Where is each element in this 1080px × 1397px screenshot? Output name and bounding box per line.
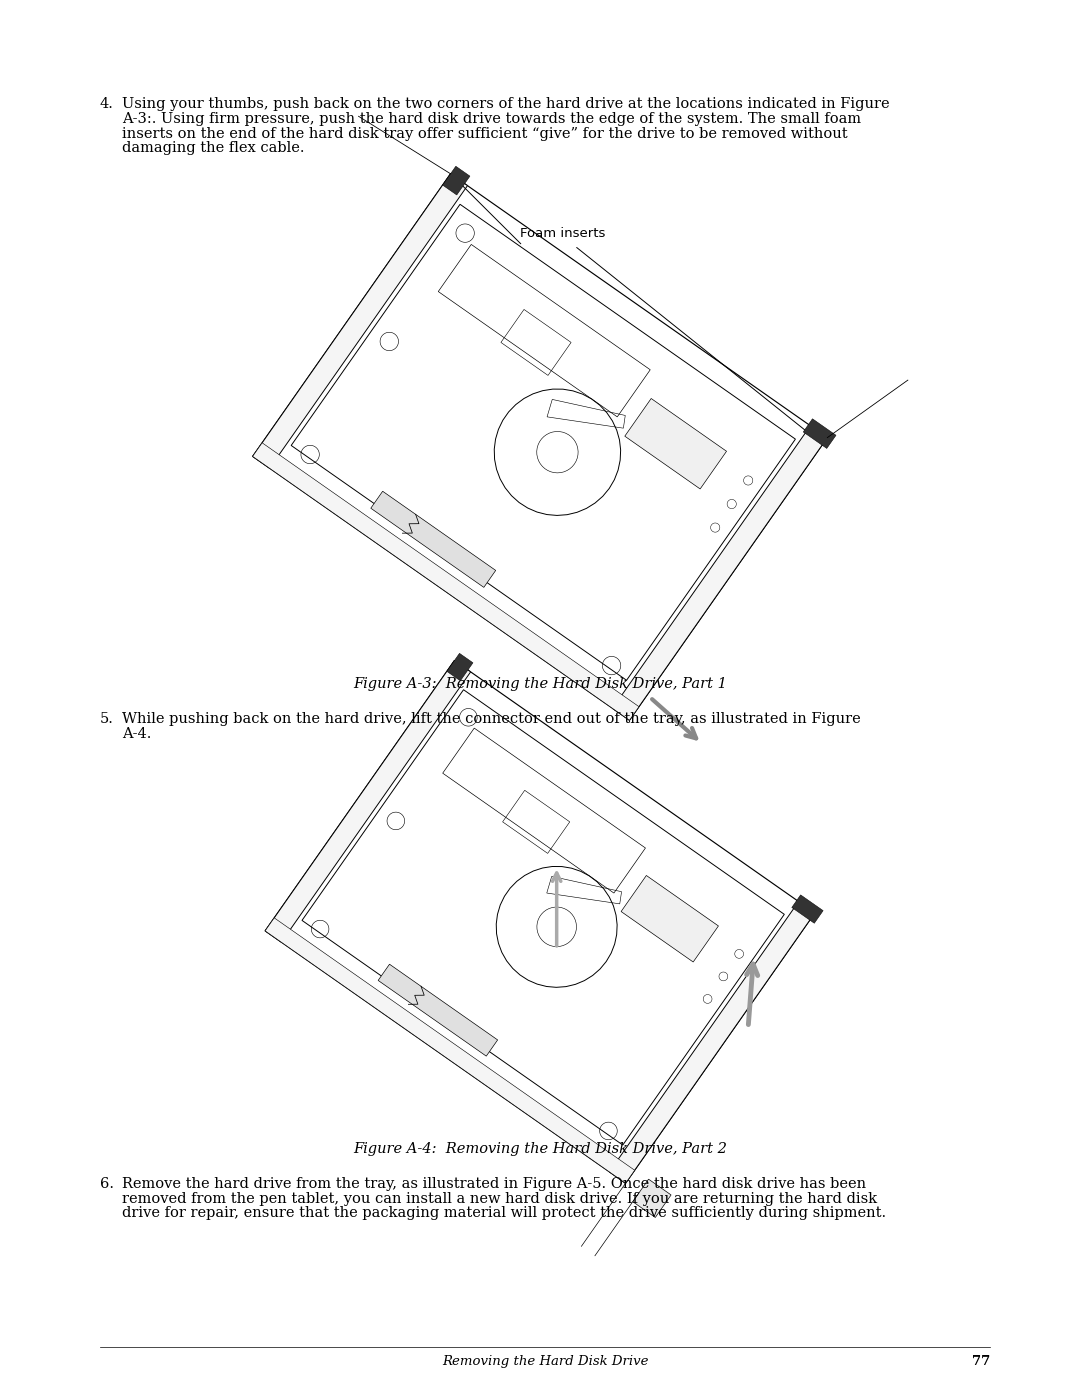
Text: 77: 77	[972, 1355, 990, 1368]
Text: removed from the pen tablet, you can install a new hard disk drive. If you are r: removed from the pen tablet, you can ins…	[122, 1192, 877, 1206]
Text: Foam inserts: Foam inserts	[521, 226, 606, 240]
Polygon shape	[253, 443, 639, 721]
Polygon shape	[266, 661, 471, 942]
Polygon shape	[447, 654, 473, 680]
Polygon shape	[792, 895, 823, 923]
Text: drive for repair, ensure that the packaging material will protect the drive suff: drive for repair, ensure that the packag…	[122, 1207, 886, 1221]
Polygon shape	[621, 876, 718, 963]
Polygon shape	[253, 173, 468, 468]
Polygon shape	[378, 964, 498, 1056]
Text: Figure A-3:  Removing the Hard Disk Drive, Part 1: Figure A-3: Removing the Hard Disk Drive…	[353, 678, 727, 692]
Polygon shape	[443, 166, 470, 196]
Polygon shape	[292, 204, 795, 680]
Text: damaging the flex cable.: damaging the flex cable.	[122, 141, 305, 155]
Polygon shape	[302, 690, 784, 1146]
Text: A-4.: A-4.	[122, 726, 151, 740]
Polygon shape	[266, 918, 635, 1183]
Text: inserts on the end of the hard disk tray offer sufficient “give” for the drive t: inserts on the end of the hard disk tray…	[122, 127, 848, 141]
Text: Removing the Hard Disk Drive: Removing the Hard Disk Drive	[442, 1355, 648, 1368]
Text: While pushing back on the hard drive, lift the connector end out of the tray, as: While pushing back on the hard drive, li…	[122, 712, 861, 726]
Polygon shape	[633, 1179, 671, 1217]
Text: A-3:. Using firm pressure, push the hard disk drive towards the edge of the syst: A-3:. Using firm pressure, push the hard…	[122, 112, 861, 126]
Polygon shape	[370, 492, 496, 587]
Polygon shape	[625, 398, 727, 489]
Polygon shape	[266, 661, 814, 1183]
Polygon shape	[253, 173, 827, 721]
Text: Remove the hard drive from the tray, as illustrated in Figure A-5. Once the hard: Remove the hard drive from the tray, as …	[122, 1176, 866, 1190]
Polygon shape	[609, 901, 814, 1183]
Text: 6.: 6.	[100, 1176, 114, 1190]
Text: Figure A-4:  Removing the Hard Disk Drive, Part 2: Figure A-4: Removing the Hard Disk Drive…	[353, 1141, 727, 1155]
Polygon shape	[804, 419, 836, 448]
Text: 5.: 5.	[100, 712, 113, 726]
Text: 4.: 4.	[100, 96, 113, 110]
Text: Using your thumbs, push back on the two corners of the hard drive at the locatio: Using your thumbs, push back on the two …	[122, 96, 890, 110]
Polygon shape	[612, 426, 827, 721]
